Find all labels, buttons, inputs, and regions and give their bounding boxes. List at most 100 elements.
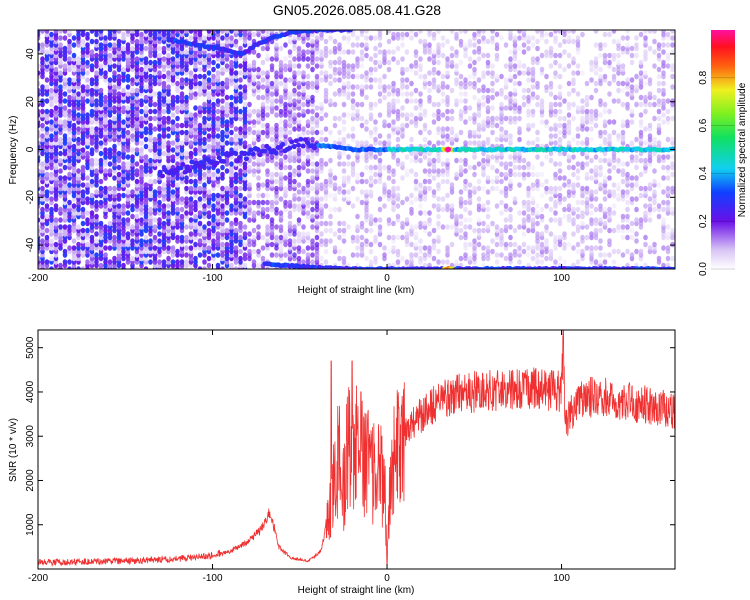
spectrogram-cell: [467, 140, 473, 146]
spectrogram-cell: [283, 252, 288, 258]
spectrogram-cell: [157, 52, 162, 59]
spectrogram-cell: [526, 77, 531, 83]
spectrogram-cell: [449, 126, 455, 132]
spectrogram-cell: [472, 31, 477, 38]
spectrogram-cell: [575, 241, 581, 248]
spectrogram-cell: [166, 203, 171, 209]
spectrogram-cell: [494, 115, 500, 122]
spectrogram-cell: [445, 203, 450, 209]
spectrogram-cell: [535, 45, 540, 52]
spectrogram-cell: [463, 91, 468, 97]
spectrogram-cell: [53, 203, 59, 209]
spectrogram-cell: [224, 210, 230, 216]
spectrogram-cell: [58, 168, 63, 174]
spectrogram-cell: [292, 203, 297, 209]
spectrogram-cell: [337, 185, 342, 192]
spectrogram-cell: [512, 241, 518, 248]
spectrogram-cell: [400, 199, 405, 206]
spectrogram-cell: [166, 126, 171, 132]
spectrogram-cell: [274, 161, 279, 167]
spectrogram-cell: [215, 262, 221, 269]
spectrogram-cell: [508, 252, 513, 258]
spectrogram-cell: [535, 136, 540, 143]
spectrogram-cell: [188, 140, 194, 146]
spectrogram-cell: [251, 210, 257, 216]
spectrogram-cell: [517, 70, 522, 76]
spectrogram-cell: [449, 59, 455, 66]
spectrogram-cell: [251, 259, 257, 265]
spectrogram-cell: [161, 115, 167, 122]
spectrogram-cell: [517, 224, 522, 230]
spectrogram-cell: [359, 122, 365, 129]
spectrogram-cell: [409, 252, 414, 258]
spectrogram-cell: [503, 129, 509, 136]
spectrogram-cell: [481, 185, 486, 192]
spectrogram-cell: [391, 168, 396, 174]
spectrogram-cell: [517, 182, 522, 188]
spectrogram-cell: [508, 241, 513, 248]
spectrogram-cell: [521, 101, 527, 108]
spectrogram-cell: [170, 220, 176, 227]
spectrogram-cell: [233, 227, 239, 234]
spectrogram-cell: [260, 77, 266, 83]
spectrogram-cell: [499, 252, 504, 258]
spectrogram-cell: [139, 108, 144, 115]
spectrogram-cell: [512, 164, 518, 171]
spectrogram-cell: [328, 238, 333, 244]
spectrogram-cell: [364, 84, 369, 90]
spectrogram-cell: [373, 234, 378, 241]
spectrogram-cell: [463, 199, 468, 206]
spectrogram-cell: [301, 101, 306, 108]
spectrogram-cell: [364, 35, 369, 41]
spectrogram-cell: [314, 112, 320, 118]
spectrogram-cell: [566, 101, 572, 108]
spectrogram-cell: [184, 196, 189, 202]
spectrogram-cell: [454, 77, 459, 83]
spectrogram-cell: [575, 182, 581, 188]
spectrogram-cell: [134, 147, 140, 153]
spectrogram-cell: [454, 98, 459, 104]
spectrogram-cell: [139, 31, 144, 38]
spectrogram-cell: [251, 168, 257, 174]
spectrogram-cell: [215, 30, 221, 34]
spectrogram-cell: [481, 35, 486, 41]
spectrogram-cell: [580, 31, 585, 38]
spectrogram-cell: [130, 77, 135, 83]
spectrogram-cell: [67, 30, 72, 34]
spectrogram-cell: [58, 217, 63, 223]
spectrogram-cell: [521, 70, 527, 76]
spectrogram-cell: [418, 112, 423, 118]
spectrogram-cell: [224, 77, 230, 83]
spectrogram-cell: [535, 94, 540, 101]
spectrogram-cell: [116, 171, 122, 178]
spectrogram-cell: [409, 157, 414, 164]
spectrogram-cell: [355, 35, 360, 41]
spectrogram-cell: [256, 52, 261, 59]
spectrogram-cell: [197, 185, 203, 192]
spectrogram-cell: [125, 105, 131, 111]
spectrogram-cell: [341, 59, 347, 66]
spectrogram-cell: [238, 45, 243, 52]
spectrogram-cell: [598, 259, 603, 265]
spectrogram-cell: [499, 189, 504, 195]
spectrogram-cell: [404, 154, 410, 160]
spectrogram-cell: [296, 63, 302, 69]
spectrogram-cell: [395, 45, 401, 52]
spectrogram-cell: [314, 63, 320, 69]
spectrogram-cell: [562, 206, 567, 213]
spectrogram-cell: [184, 259, 189, 265]
spectrogram-cell: [359, 101, 365, 108]
spectrogram-cell: [445, 245, 450, 251]
spectrogram-cell: [458, 234, 464, 241]
spectrogram-cell: [508, 224, 513, 230]
spectrogram-cell: [89, 38, 95, 45]
spectrogram-cell: [553, 185, 558, 192]
spectrogram-cell: [404, 91, 410, 97]
spectrogram-cell: [373, 217, 378, 223]
spectrogram-cell: [409, 192, 414, 199]
spectrogram-cell: [287, 220, 293, 227]
spectrogram-cell: [269, 56, 275, 62]
spectrogram-cell: [395, 192, 401, 199]
spectrogram-cell: [125, 30, 131, 34]
spectrogram-cell: [206, 77, 212, 83]
